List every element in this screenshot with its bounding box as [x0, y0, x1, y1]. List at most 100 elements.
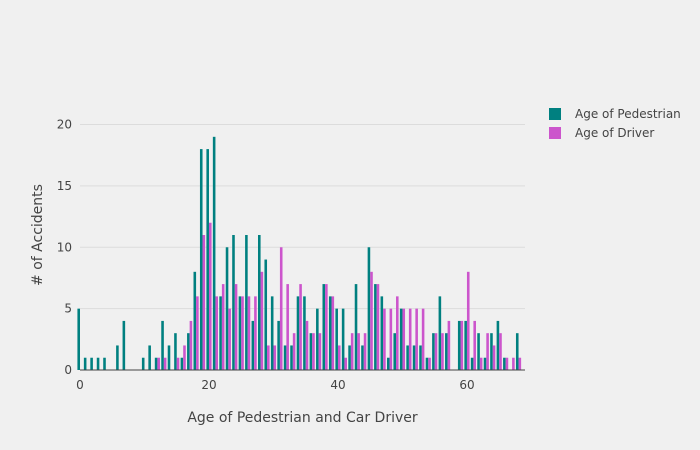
bar — [228, 308, 231, 370]
bar — [193, 271, 197, 370]
bar — [406, 345, 409, 370]
x-tick-label: 0 — [76, 378, 84, 392]
bar — [116, 345, 119, 370]
bar — [477, 333, 480, 370]
bar — [292, 333, 296, 370]
bar — [202, 235, 206, 370]
bar — [434, 333, 438, 370]
bar — [212, 136, 216, 370]
bar — [492, 345, 496, 370]
bar — [496, 320, 500, 370]
bar — [196, 296, 199, 370]
bar — [370, 271, 373, 370]
bar — [328, 296, 332, 370]
bar — [174, 333, 177, 370]
bar — [309, 333, 313, 370]
bar — [260, 271, 264, 370]
bar — [232, 235, 235, 370]
legend-label: Age of Driver — [575, 126, 654, 140]
bar — [486, 333, 489, 370]
bar — [354, 284, 358, 370]
bar — [167, 345, 171, 370]
bar — [180, 357, 184, 370]
bar — [163, 357, 167, 370]
bar — [273, 345, 277, 370]
y-tick-label: 5 — [64, 302, 72, 316]
bar — [247, 296, 251, 370]
bar — [499, 333, 502, 370]
bar — [402, 308, 406, 370]
y-tick-label: 15 — [57, 179, 72, 193]
bar — [245, 235, 248, 370]
bar — [234, 284, 238, 370]
bar — [199, 149, 203, 370]
y-tick-label: 10 — [57, 240, 72, 254]
bar — [386, 357, 390, 370]
bar — [299, 284, 302, 370]
bar — [318, 333, 322, 370]
bar — [464, 320, 467, 370]
bar — [445, 333, 448, 370]
bar — [415, 308, 418, 370]
bar — [221, 284, 225, 370]
bar — [83, 357, 87, 370]
bar — [90, 357, 93, 370]
bar — [428, 357, 431, 370]
bar — [305, 320, 309, 370]
bar — [189, 320, 193, 370]
bar — [344, 357, 347, 370]
bar — [383, 308, 386, 370]
x-tick-label: 60 — [459, 378, 474, 392]
bar — [176, 357, 180, 370]
bar — [512, 357, 515, 370]
bar — [270, 296, 274, 370]
bar — [505, 357, 509, 370]
bar — [267, 345, 270, 370]
x-tick-label: 20 — [201, 378, 216, 392]
bar — [357, 333, 360, 370]
bar — [490, 333, 493, 370]
bar — [316, 308, 319, 370]
bar — [251, 320, 255, 370]
bar — [460, 320, 464, 370]
bar — [264, 259, 268, 370]
bar — [518, 357, 522, 370]
bar — [141, 357, 145, 370]
bar — [219, 296, 222, 370]
bar — [363, 333, 367, 370]
bar — [408, 308, 412, 370]
bar — [325, 284, 328, 370]
bar — [389, 308, 393, 370]
bar — [183, 345, 186, 370]
bar — [331, 296, 335, 370]
bar — [122, 320, 126, 370]
bar — [77, 308, 80, 370]
bar — [438, 296, 442, 370]
bar — [277, 320, 280, 370]
bar — [286, 284, 289, 370]
bar — [238, 296, 242, 370]
bar — [290, 345, 293, 370]
series-pedestrian — [77, 136, 519, 370]
bar — [279, 247, 283, 370]
y-tick-label: 0 — [64, 363, 72, 377]
bar — [441, 333, 444, 370]
bar — [361, 345, 364, 370]
bar — [396, 296, 399, 370]
y-axis-title: # of Accidents — [30, 184, 46, 286]
bar — [479, 357, 483, 370]
bar — [337, 345, 341, 370]
bar — [425, 357, 429, 370]
bar — [515, 333, 519, 370]
bar — [96, 357, 100, 370]
bar — [103, 357, 106, 370]
bar — [296, 296, 300, 370]
bar — [225, 247, 229, 370]
bar — [154, 357, 158, 370]
bar — [376, 284, 380, 370]
bar — [254, 296, 257, 370]
bar — [335, 308, 338, 370]
x-tick-label: 40 — [330, 378, 345, 392]
bar — [503, 357, 506, 370]
